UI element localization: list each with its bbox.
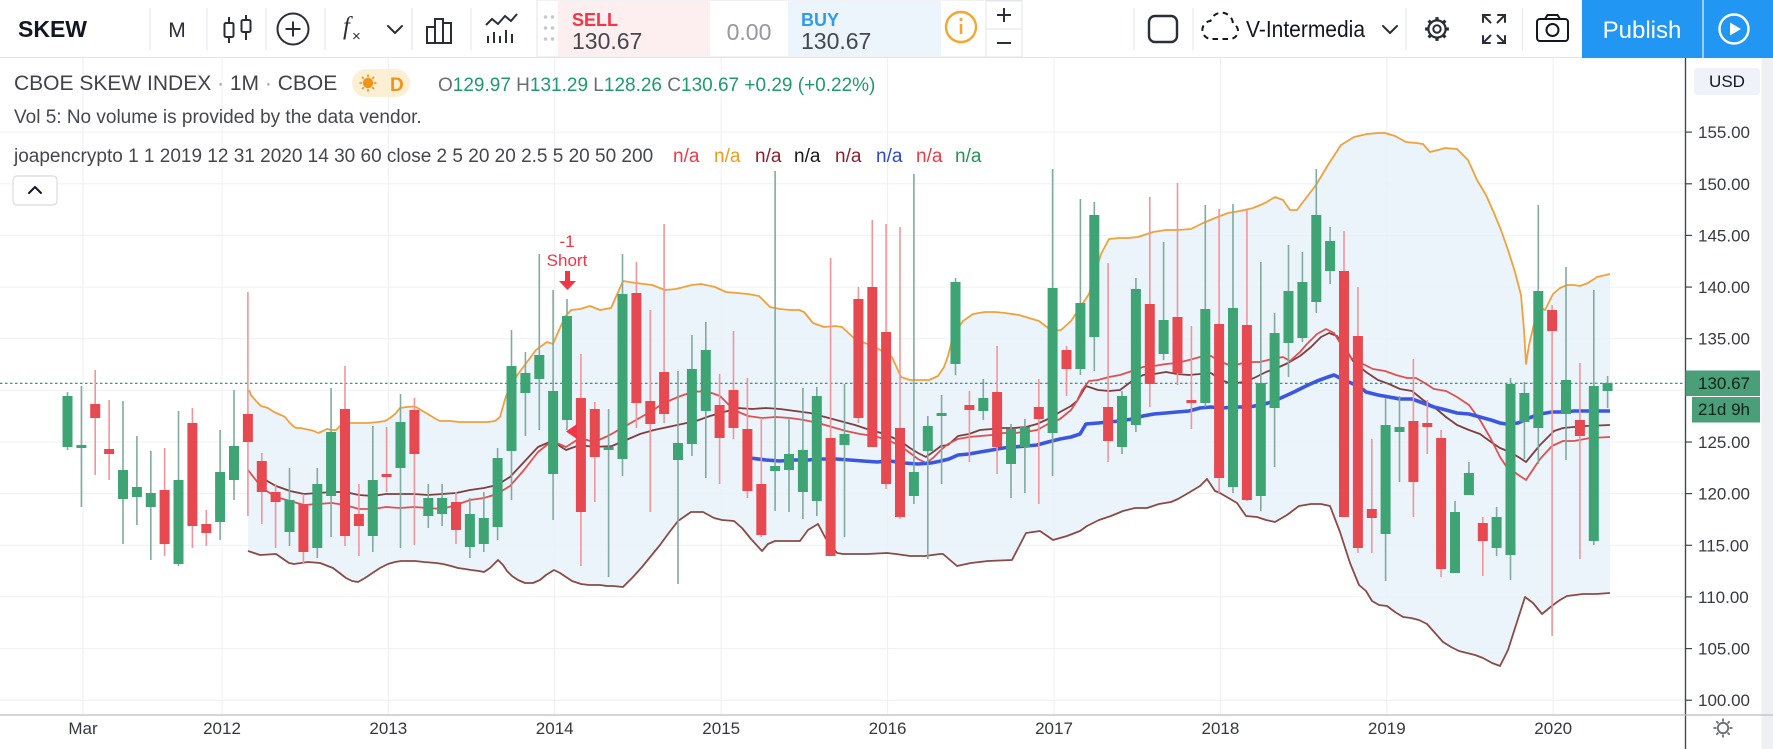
svg-text:130.67: 130.67 bbox=[801, 28, 871, 54]
svg-text:V-Intermedia: V-Intermedia bbox=[1246, 16, 1365, 42]
svg-text:Publish: Publish bbox=[1603, 17, 1682, 44]
svg-text:SKEW: SKEW bbox=[18, 16, 87, 42]
svg-text:Mar: Mar bbox=[68, 719, 98, 738]
svg-text:110.00: 110.00 bbox=[1698, 588, 1749, 607]
svg-text:100.00: 100.00 bbox=[1698, 691, 1750, 710]
svg-text:150.00: 150.00 bbox=[1698, 175, 1750, 194]
svg-text:2015: 2015 bbox=[702, 719, 740, 738]
svg-text:105.00: 105.00 bbox=[1698, 640, 1750, 659]
svg-text:130.67: 130.67 bbox=[1698, 374, 1750, 393]
svg-text:21d 9h: 21d 9h bbox=[1698, 400, 1750, 419]
svg-text:2019: 2019 bbox=[1368, 719, 1406, 738]
svg-text:Vol 5: No volume is provided b: Vol 5: No volume is provided by the data… bbox=[14, 107, 422, 128]
svg-text:125.00: 125.00 bbox=[1698, 433, 1750, 452]
svg-text:f: f bbox=[343, 13, 353, 40]
svg-text:2018: 2018 bbox=[1201, 719, 1239, 738]
svg-text:0.00: 0.00 bbox=[727, 19, 772, 45]
svg-text:2012: 2012 bbox=[203, 719, 241, 738]
svg-text:×: × bbox=[352, 28, 361, 45]
svg-text:SELL: SELL bbox=[572, 10, 618, 30]
svg-text:Short: Short bbox=[547, 251, 588, 270]
svg-text:CBOE SKEW INDEX · 1M · CBOE: CBOE SKEW INDEX · 1M · CBOE bbox=[14, 72, 337, 95]
svg-text:-1: -1 bbox=[559, 232, 574, 251]
svg-text:O129.97 H131.29 L128.26 C130.6: O129.97 H131.29 L128.26 C130.67 +0.29 (+… bbox=[438, 75, 875, 96]
svg-text:2017: 2017 bbox=[1035, 719, 1073, 738]
svg-text:BUY: BUY bbox=[801, 10, 839, 30]
svg-text:M: M bbox=[168, 19, 186, 42]
svg-text:joapencrypto 1 1 2019 12 31 20: joapencrypto 1 1 2019 12 31 2020 14 30 6… bbox=[13, 146, 982, 167]
svg-text:2020: 2020 bbox=[1534, 719, 1572, 738]
svg-text:135.00: 135.00 bbox=[1698, 330, 1750, 349]
svg-text:155.00: 155.00 bbox=[1698, 123, 1750, 142]
svg-text:USD: USD bbox=[1709, 72, 1745, 91]
svg-text:115.00: 115.00 bbox=[1698, 536, 1749, 555]
svg-text:2016: 2016 bbox=[869, 719, 907, 738]
svg-text:2014: 2014 bbox=[536, 719, 574, 738]
svg-text:145.00: 145.00 bbox=[1698, 226, 1750, 245]
svg-text:120.00: 120.00 bbox=[1698, 485, 1750, 504]
svg-text:2013: 2013 bbox=[369, 719, 407, 738]
svg-text:130.67: 130.67 bbox=[572, 28, 642, 54]
svg-text:140.00: 140.00 bbox=[1698, 278, 1750, 297]
svg-text:D: D bbox=[390, 75, 404, 96]
